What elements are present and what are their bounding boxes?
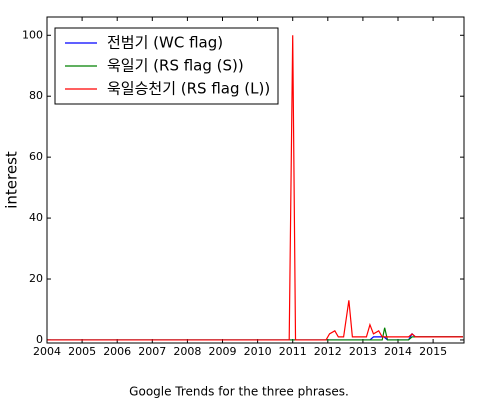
x-tick-label: 2009 bbox=[209, 345, 237, 358]
x-tick-label: 2012 bbox=[314, 345, 342, 358]
y-tick-label: 0 bbox=[36, 333, 43, 346]
x-tick-label: 2006 bbox=[103, 345, 131, 358]
x-tick-label: 2014 bbox=[384, 345, 412, 358]
series-line bbox=[47, 327, 463, 341]
x-tick-label: 2010 bbox=[244, 345, 272, 358]
y-tick-label: 60 bbox=[29, 150, 43, 163]
legend-label: 욱일승천기 (RS flag (L)) bbox=[107, 80, 270, 98]
series-line bbox=[47, 35, 463, 341]
x-tick-label: 2011 bbox=[279, 345, 307, 358]
legend-label: 욱일기 (RS flag (S)) bbox=[107, 57, 244, 75]
y-tick-label: 100 bbox=[22, 28, 43, 41]
plot-frame bbox=[46, 16, 465, 344]
x-tick-label: 2013 bbox=[349, 345, 377, 358]
y-tick-label: 40 bbox=[29, 211, 43, 224]
y-tick-label: 20 bbox=[29, 272, 43, 285]
x-tick-label: 2008 bbox=[173, 345, 201, 358]
legend-label: 전범기 (WC flag) bbox=[107, 34, 223, 52]
x-tick-label: 2015 bbox=[419, 345, 447, 358]
caption: Google Trends for the three phrases. bbox=[129, 385, 349, 399]
y-axis-label: interest bbox=[3, 151, 21, 209]
x-tick-label: 2004 bbox=[33, 345, 61, 358]
y-tick-label: 80 bbox=[29, 89, 43, 102]
x-tick-label: 2005 bbox=[68, 345, 96, 358]
x-tick-label: 2007 bbox=[138, 345, 166, 358]
